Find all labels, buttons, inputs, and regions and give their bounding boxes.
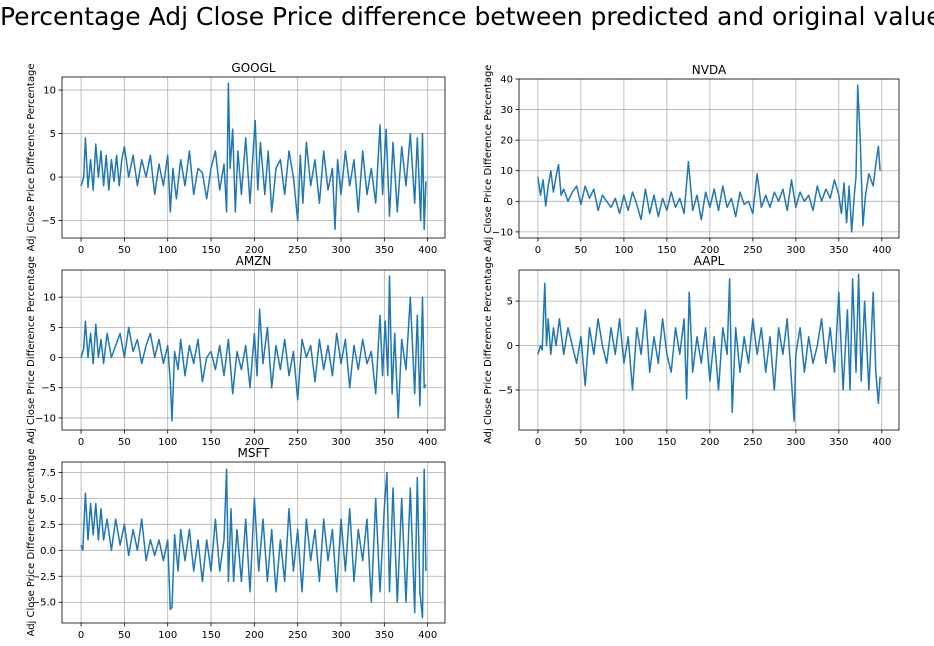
googl-xtick-label: 50 — [118, 245, 131, 256]
aapl-ylabel: Adj Close Price Difference Percentage — [483, 256, 494, 444]
aapl-ytick-label: 0 — [507, 341, 513, 352]
nvda-ytick-label: −10 — [492, 227, 513, 238]
msft-xtick-label: 350 — [375, 630, 394, 641]
msft-ylabel: Adj Close Price Difference Percentage — [26, 449, 37, 637]
googl-xtick-label: 0 — [78, 245, 84, 256]
msft-xtick-label: 0 — [78, 630, 84, 641]
nvda-xtick-label: 250 — [743, 245, 762, 256]
aapl-xtick-label: 100 — [614, 437, 633, 448]
amzn-xtick-label: 350 — [375, 437, 394, 448]
googl-title: GOOGL — [231, 61, 275, 75]
aapl-xtick-label: 200 — [700, 437, 719, 448]
msft-xtick-label: 300 — [331, 630, 350, 641]
msft-ytick-label: 0.0 — [40, 546, 56, 557]
nvda-xtick-label: 100 — [614, 245, 633, 256]
googl-ytick-label: −5 — [41, 216, 56, 227]
aapl-xtick-label: 350 — [829, 437, 848, 448]
nvda-xtick-label: 0 — [535, 245, 541, 256]
googl-xtick-label: 400 — [418, 245, 437, 256]
aapl-xtick-label: 150 — [657, 437, 676, 448]
msft-xtick-label: 50 — [118, 630, 131, 641]
nvda-xtick-label: 400 — [872, 245, 891, 256]
googl-xtick-label: 150 — [201, 245, 220, 256]
msft-xtick-label: 100 — [158, 630, 177, 641]
nvda-xtick-label: 200 — [700, 245, 719, 256]
msft-xtick-label: 150 — [201, 630, 220, 641]
aapl-ytick-label: −5 — [498, 386, 513, 397]
amzn-ytick-label: 0 — [50, 353, 56, 364]
aapl-xtick-label: 400 — [872, 437, 891, 448]
msft-title: MSFT — [238, 446, 271, 460]
aapl-ytick-label: 5 — [507, 297, 513, 308]
googl-xtick-label: 300 — [331, 245, 350, 256]
googl-xtick-label: 100 — [158, 245, 177, 256]
amzn-xtick-label: 400 — [418, 437, 437, 448]
msft-xtick-label: 200 — [245, 630, 264, 641]
figure-title: Percentage Adj Close Price difference be… — [0, 2, 934, 31]
amzn-title: AMZN — [236, 254, 272, 268]
msft-ytick-label: 7.5 — [40, 468, 56, 479]
nvda-ytick-label: 30 — [500, 105, 513, 116]
aapl-xtick-label: 300 — [786, 437, 805, 448]
aapl-title: AAPL — [694, 254, 725, 268]
msft-xtick-label: 400 — [418, 630, 437, 641]
amzn-xtick-label: 200 — [245, 437, 264, 448]
aapl-axes-frame — [518, 269, 900, 431]
amzn-ytick-label: 5 — [50, 323, 56, 334]
googl-ytick-label: 0 — [50, 173, 56, 184]
googl-ytick-label: 5 — [50, 129, 56, 140]
aapl-xtick-label: 0 — [535, 437, 541, 448]
googl-ytick-label: 10 — [43, 86, 56, 97]
amzn-ylabel: Adj Close Price Difference Percentage — [26, 256, 37, 444]
nvda-ytick-label: 0 — [507, 197, 513, 208]
amzn-ytick-label: −5 — [41, 383, 56, 394]
msft-ytick-label: 2.5 — [40, 520, 56, 531]
amzn-xtick-label: 150 — [201, 437, 220, 448]
nvda-axes-frame — [518, 78, 900, 239]
amzn-xtick-label: 250 — [288, 437, 307, 448]
amzn-xtick-label: 300 — [331, 437, 350, 448]
nvda-xtick-label: 150 — [657, 245, 676, 256]
amzn-series-line — [80, 275, 427, 422]
nvda-series-line — [537, 84, 881, 233]
msft-ytick-label: −5.0 — [32, 598, 56, 609]
amzn-axes-frame — [61, 269, 446, 431]
aapl-series-line — [537, 273, 881, 422]
nvda-title: NVDA — [692, 63, 727, 77]
googl-xtick-label: 250 — [288, 245, 307, 256]
amzn-xtick-label: 100 — [158, 437, 177, 448]
googl-ylabel: Adj Close Price Difference Percentage — [26, 64, 37, 252]
aapl-xtick-label: 250 — [743, 437, 762, 448]
msft-ytick-label: −2.5 — [32, 572, 56, 583]
nvda-ylabel: Adj Close Price Difference Percentage — [483, 65, 494, 253]
nvda-ytick-label: 40 — [500, 75, 513, 86]
nvda-ytick-label: 10 — [500, 166, 513, 177]
msft-series-line — [80, 468, 427, 619]
googl-axes-frame — [61, 76, 446, 239]
amzn-xtick-label: 0 — [78, 437, 84, 448]
amzn-ytick-label: 10 — [43, 293, 56, 304]
googl-series-line — [80, 82, 427, 231]
nvda-xtick-label: 300 — [786, 245, 805, 256]
nvda-ytick-label: 20 — [500, 136, 513, 147]
nvda-xtick-label: 50 — [575, 245, 588, 256]
msft-ytick-label: 5.0 — [40, 494, 56, 505]
googl-xtick-label: 200 — [245, 245, 264, 256]
amzn-xtick-label: 50 — [118, 437, 131, 448]
msft-axes-frame — [61, 461, 446, 624]
nvda-xtick-label: 350 — [829, 245, 848, 256]
msft-xtick-label: 250 — [288, 630, 307, 641]
googl-xtick-label: 350 — [375, 245, 394, 256]
amzn-ytick-label: −10 — [35, 413, 56, 424]
aapl-xtick-label: 50 — [575, 437, 588, 448]
